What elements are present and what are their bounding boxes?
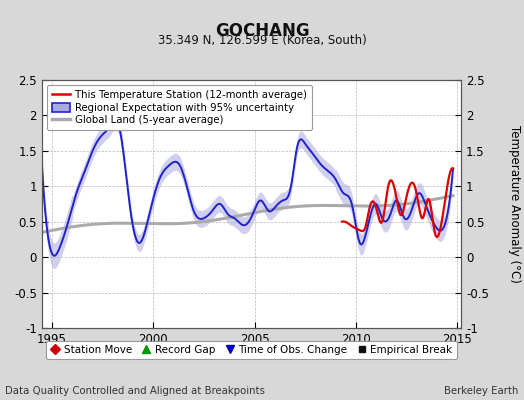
Y-axis label: Temperature Anomaly (°C): Temperature Anomaly (°C) [508,125,521,283]
Text: 35.349 N, 126.599 E (Korea, South): 35.349 N, 126.599 E (Korea, South) [158,34,366,47]
Text: Berkeley Earth: Berkeley Earth [444,386,519,396]
Text: Data Quality Controlled and Aligned at Breakpoints: Data Quality Controlled and Aligned at B… [5,386,265,396]
Text: GOCHANG: GOCHANG [215,22,309,40]
Legend: This Temperature Station (12-month average), Regional Expectation with 95% uncer: This Temperature Station (12-month avera… [47,85,312,130]
Legend: Station Move, Record Gap, Time of Obs. Change, Empirical Break: Station Move, Record Gap, Time of Obs. C… [46,341,457,359]
